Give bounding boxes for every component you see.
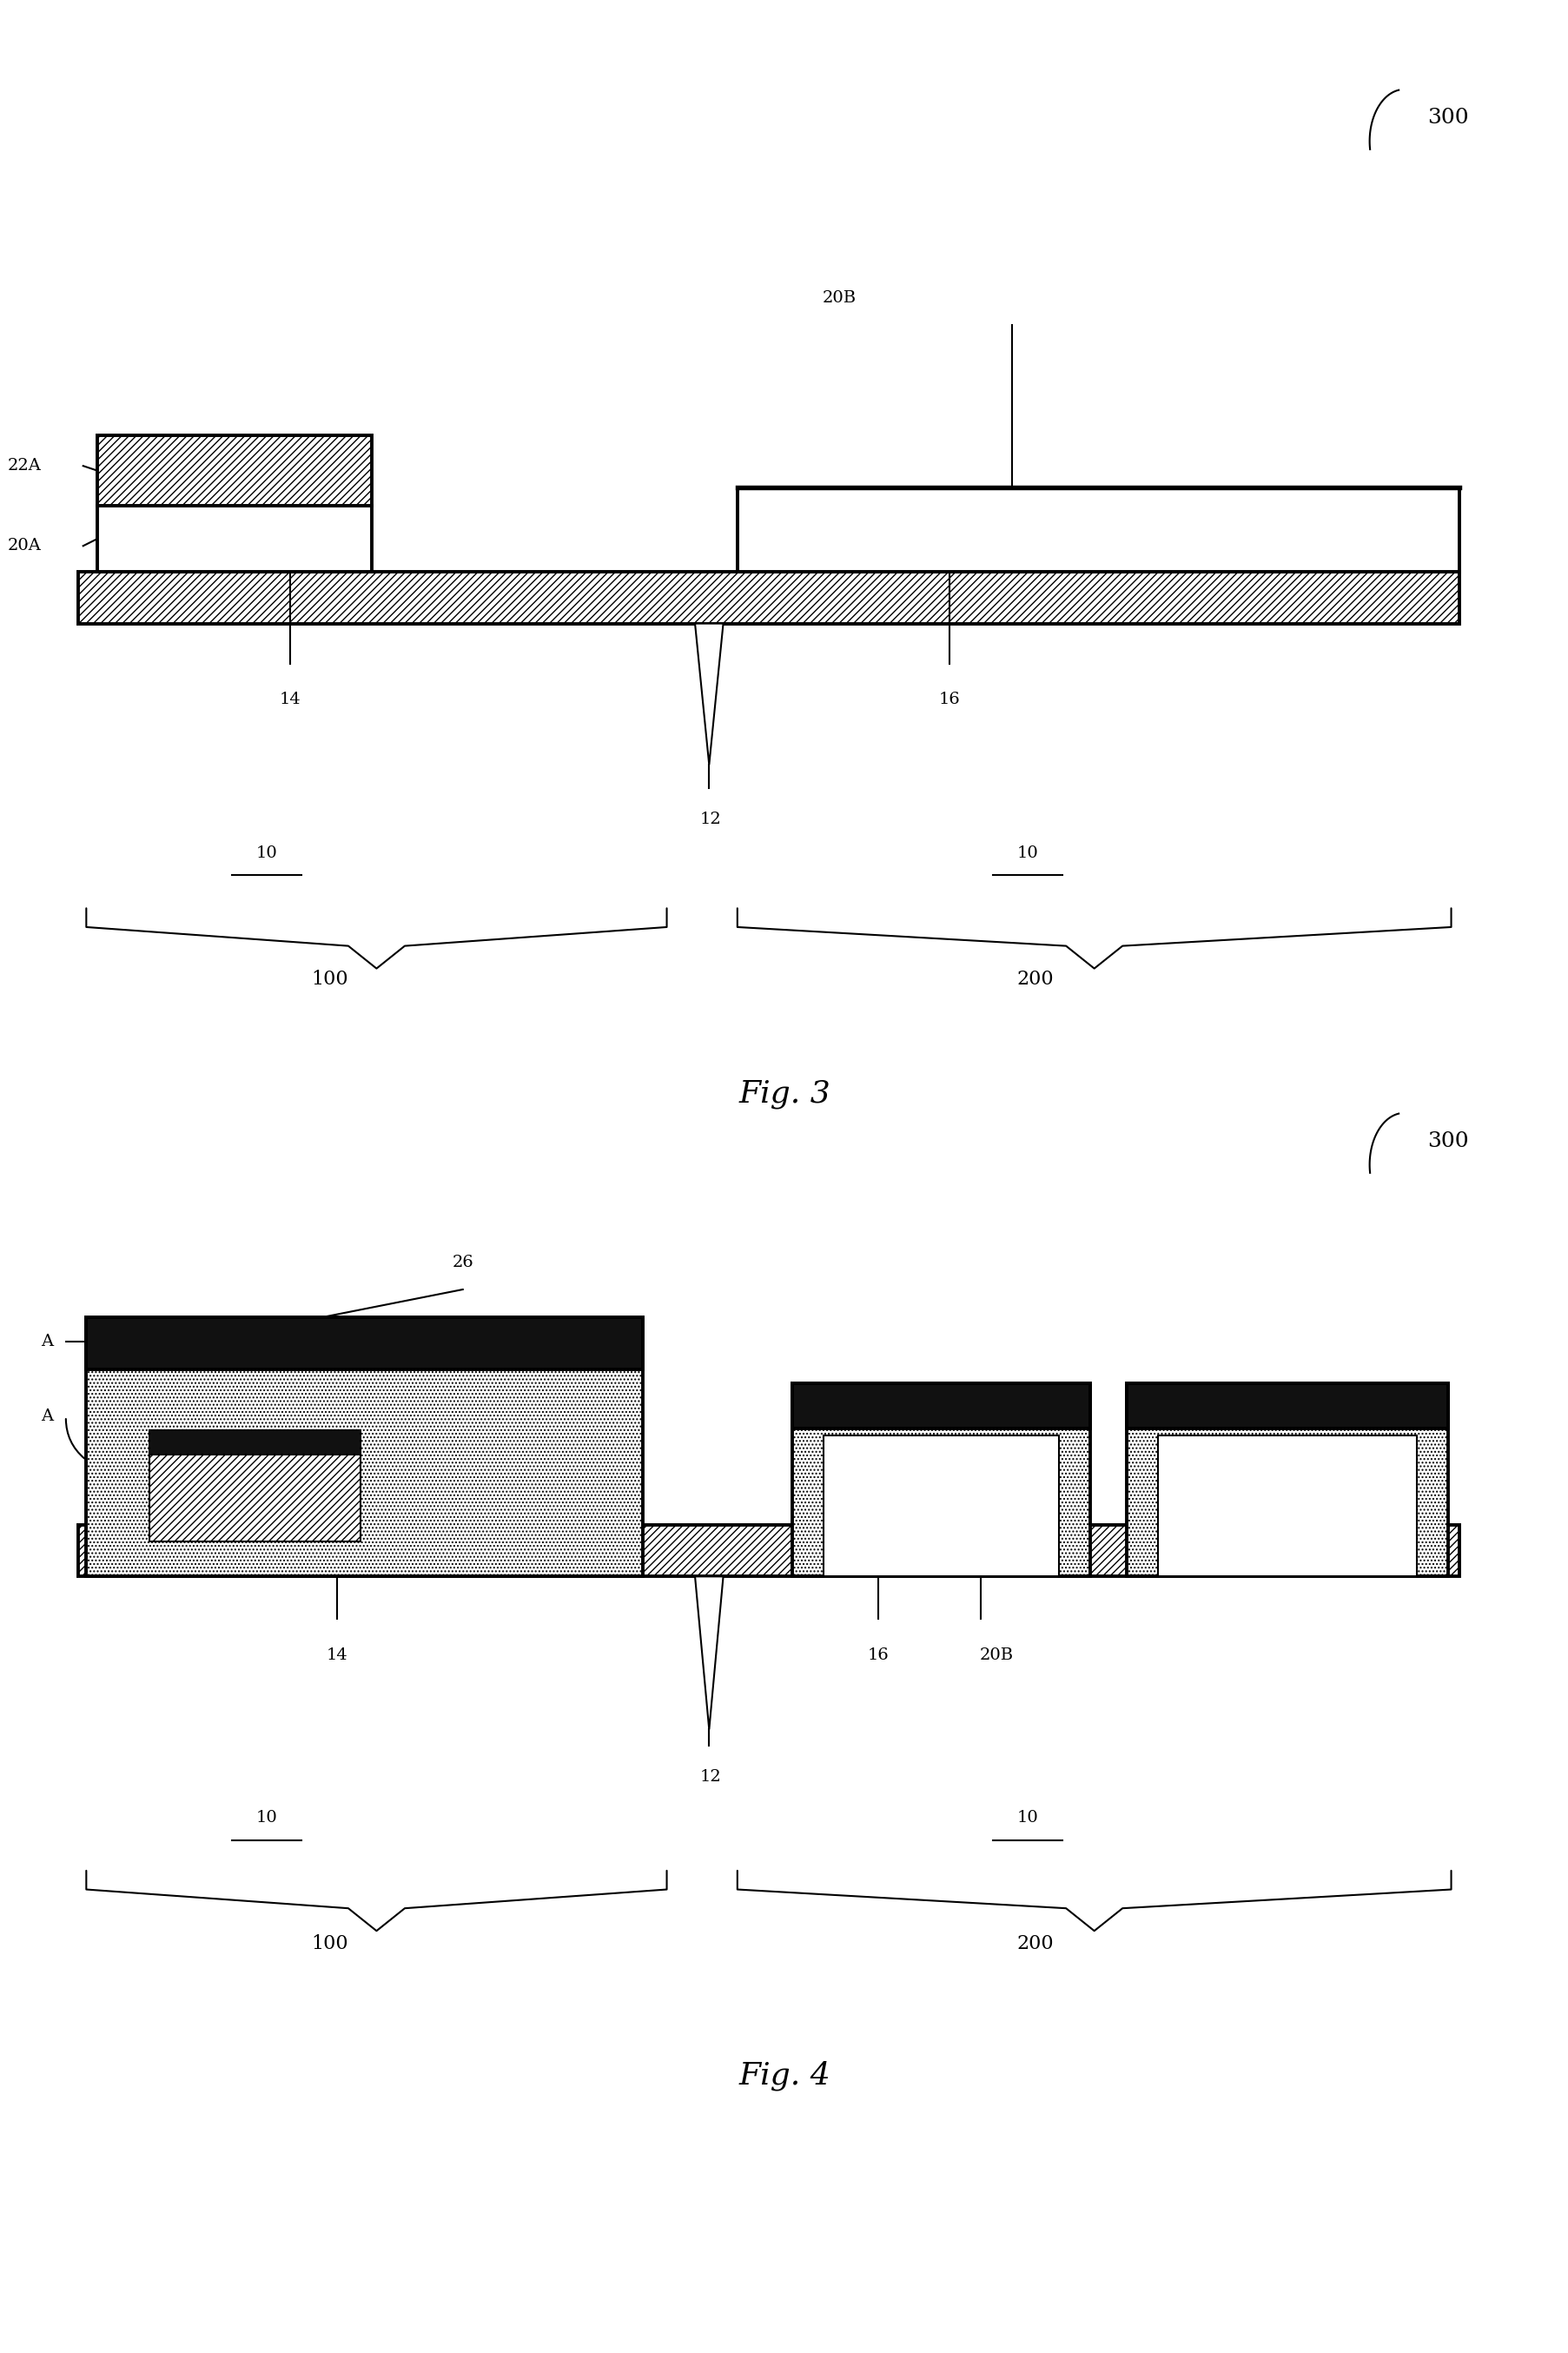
Text: A: A [41, 1409, 53, 1424]
Bar [149, 1431, 361, 1454]
Text: 20B: 20B [822, 289, 856, 306]
Bar [97, 506, 372, 572]
Text: 10: 10 [1016, 1809, 1038, 1826]
Text: 100: 100 [310, 1934, 348, 1953]
Text: 12: 12 [699, 812, 721, 828]
Bar [792, 1384, 1090, 1428]
Bar [97, 435, 372, 506]
Bar [823, 1435, 1058, 1577]
Text: 10: 10 [256, 845, 278, 861]
Bar [1126, 1384, 1447, 1428]
Text: 200: 200 [1016, 1934, 1054, 1953]
Bar [1126, 1384, 1447, 1577]
Text: 16: 16 [938, 692, 960, 708]
Polygon shape [695, 624, 723, 765]
Bar [1157, 1435, 1416, 1577]
Bar [78, 572, 1458, 624]
Bar [78, 1525, 1458, 1577]
Text: 20B: 20B [978, 1647, 1013, 1664]
Bar [86, 1318, 643, 1369]
Text: 300: 300 [1427, 1132, 1468, 1151]
Text: 14: 14 [326, 1647, 348, 1664]
Text: 12: 12 [699, 1769, 721, 1786]
Bar [737, 487, 1458, 572]
Polygon shape [695, 1577, 723, 1729]
Text: Fig. 4: Fig. 4 [739, 2061, 829, 2089]
Text: Fig. 3: Fig. 3 [739, 1080, 829, 1108]
Text: 26: 26 [452, 1254, 474, 1271]
Bar [792, 1384, 1090, 1577]
Text: 22A: 22A [8, 459, 42, 473]
Text: 10: 10 [256, 1809, 278, 1826]
Text: 300: 300 [1427, 108, 1468, 127]
Text: 14: 14 [279, 692, 301, 708]
Text: 100: 100 [310, 969, 348, 988]
Text: 10: 10 [1016, 845, 1038, 861]
Text: 16: 16 [867, 1647, 889, 1664]
Text: A: A [41, 1334, 53, 1348]
Text: 20A: 20A [8, 539, 42, 553]
Bar [149, 1447, 361, 1541]
Text: 200: 200 [1016, 969, 1054, 988]
Bar [86, 1318, 643, 1577]
